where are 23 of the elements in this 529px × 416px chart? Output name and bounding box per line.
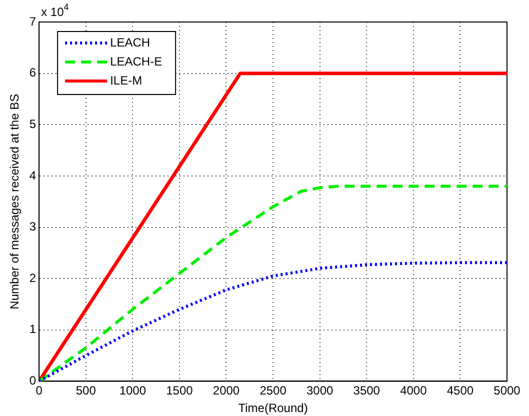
x-tick-label: 500	[76, 384, 96, 398]
x-tick-label: 4500	[446, 384, 474, 398]
y-tick-label: 7	[29, 14, 36, 28]
y-tick-label: 2	[29, 270, 36, 285]
y-tick-label: 0	[29, 374, 36, 388]
x-tick-label: 5000	[494, 384, 521, 398]
legend-label: ILE-M	[110, 73, 142, 88]
y-tick-label: 3	[29, 220, 36, 234]
legend-label: LEACH-E	[110, 54, 162, 68]
x-tick-label: 2000	[212, 384, 240, 398]
x-tick-label: 2500	[260, 384, 287, 398]
x-tick-label: 1500	[166, 384, 194, 398]
x-tick-label: 1000	[119, 384, 146, 398]
x-tick-label: 3500	[353, 384, 380, 398]
y-tick-label: 4	[29, 168, 36, 182]
x-tick-label: 3000	[306, 384, 334, 398]
legend-label: LEACH	[110, 35, 150, 50]
y-tick-label: 5	[29, 116, 36, 131]
x-tick-label: 4000	[400, 384, 428, 398]
y-axis-title: Number of messages received at the BS	[8, 94, 22, 310]
y-tick-label: 6	[29, 66, 36, 80]
y-tick-label: 1	[29, 322, 36, 336]
x-axis-title: Time(Round)	[238, 401, 308, 416]
